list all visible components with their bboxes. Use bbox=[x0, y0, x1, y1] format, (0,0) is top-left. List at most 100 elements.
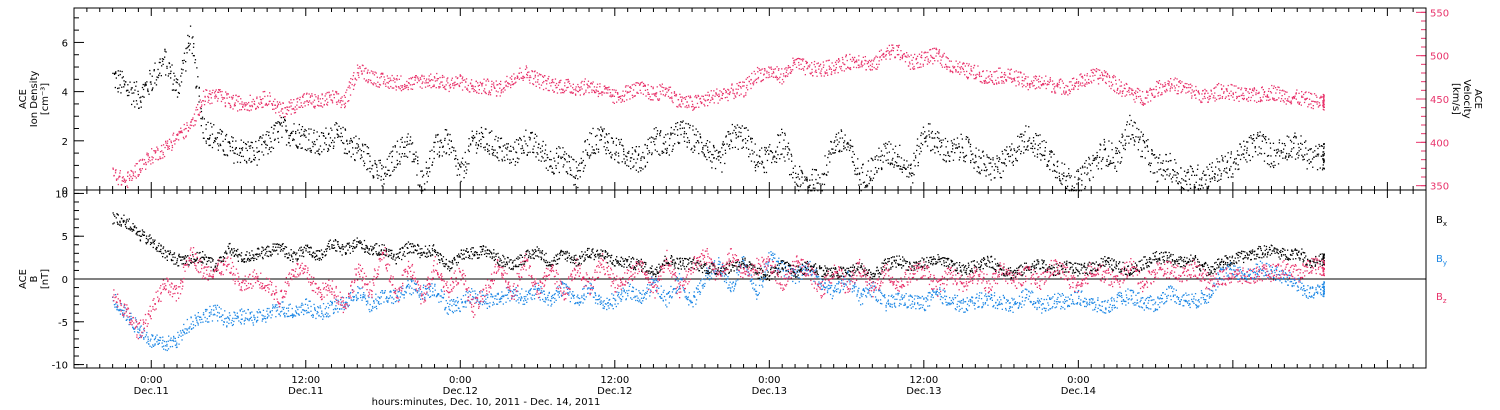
density-point bbox=[413, 161, 415, 163]
velocity-point bbox=[1230, 90, 1232, 92]
density-point bbox=[992, 157, 994, 159]
density-point bbox=[963, 156, 965, 158]
density-point bbox=[332, 147, 335, 149]
density-point bbox=[1054, 170, 1056, 172]
velocity-point bbox=[347, 100, 349, 103]
velocity-point bbox=[262, 98, 264, 100]
velocity-point bbox=[209, 90, 211, 92]
density-point bbox=[161, 65, 163, 67]
density-point bbox=[894, 145, 897, 147]
density-point bbox=[426, 173, 428, 175]
velocity-point bbox=[382, 73, 384, 75]
velocity-point bbox=[1266, 95, 1268, 97]
density-point bbox=[130, 87, 133, 89]
velocity-point bbox=[207, 95, 209, 98]
velocity-tick-label: 400 bbox=[1430, 138, 1449, 149]
density-point bbox=[665, 134, 667, 136]
velocity-point bbox=[408, 78, 410, 80]
density-point bbox=[902, 166, 904, 168]
velocity-point bbox=[612, 101, 614, 103]
density-point bbox=[1237, 168, 1239, 171]
velocity-point bbox=[935, 47, 937, 49]
velocity-point bbox=[290, 105, 292, 107]
velocity-point bbox=[945, 56, 947, 58]
density-point bbox=[805, 179, 808, 181]
density-point bbox=[275, 122, 277, 124]
velocity-point bbox=[976, 73, 978, 75]
velocity-point bbox=[692, 103, 694, 106]
velocity-point bbox=[1091, 82, 1093, 84]
velocity-point bbox=[1202, 89, 1204, 92]
density-point bbox=[223, 154, 226, 156]
density-point bbox=[995, 165, 997, 168]
density-point bbox=[366, 146, 368, 148]
density-point bbox=[512, 158, 514, 160]
density-point bbox=[158, 61, 160, 64]
velocity-point bbox=[699, 97, 702, 100]
density-point bbox=[801, 170, 803, 172]
density-point bbox=[290, 133, 292, 135]
velocity-point bbox=[570, 92, 572, 94]
density-point bbox=[713, 145, 715, 147]
density-point bbox=[222, 150, 225, 152]
velocity-point bbox=[596, 83, 599, 85]
velocity-point bbox=[531, 70, 533, 72]
velocity-point bbox=[299, 106, 301, 108]
density-point bbox=[389, 152, 391, 155]
velocity-point bbox=[266, 104, 268, 107]
density-point bbox=[217, 132, 219, 134]
velocity-point bbox=[596, 86, 598, 88]
velocity-point bbox=[485, 80, 487, 82]
velocity-point bbox=[375, 72, 377, 74]
velocity-point bbox=[1152, 88, 1155, 90]
velocity-point bbox=[690, 96, 692, 99]
density-point bbox=[933, 145, 936, 147]
density-point bbox=[1306, 153, 1308, 155]
velocity-point bbox=[932, 63, 934, 65]
velocity-point bbox=[1323, 97, 1325, 99]
density-point bbox=[379, 162, 381, 164]
density-point bbox=[860, 190, 862, 192]
velocity-point bbox=[337, 93, 340, 95]
density-point bbox=[1323, 146, 1325, 148]
density-point bbox=[325, 144, 327, 146]
velocity-point bbox=[1276, 89, 1278, 91]
velocity-point bbox=[1102, 74, 1104, 77]
density-point bbox=[458, 174, 461, 176]
velocity-point bbox=[1258, 92, 1260, 94]
density-point bbox=[702, 146, 704, 149]
density-point bbox=[142, 83, 144, 86]
density-point bbox=[1302, 159, 1304, 161]
density-point bbox=[354, 159, 356, 162]
density-point bbox=[1297, 157, 1299, 159]
density-point bbox=[1039, 147, 1041, 149]
density-point bbox=[1081, 165, 1084, 167]
velocity-point bbox=[707, 105, 709, 107]
velocity-point bbox=[146, 152, 148, 154]
velocity-point bbox=[667, 95, 670, 98]
density-point bbox=[135, 81, 138, 83]
density-point bbox=[205, 142, 207, 144]
density-point bbox=[124, 84, 126, 86]
density-point bbox=[1142, 139, 1144, 142]
density-point bbox=[403, 146, 405, 148]
velocity-point bbox=[480, 82, 482, 85]
density-point bbox=[926, 145, 929, 147]
velocity-point bbox=[666, 88, 668, 90]
velocity-point bbox=[1282, 89, 1284, 91]
velocity-point bbox=[671, 96, 673, 98]
density-point bbox=[170, 77, 172, 79]
velocity-point bbox=[651, 99, 653, 101]
velocity-point bbox=[1114, 76, 1116, 78]
density-point bbox=[962, 152, 964, 154]
density-point bbox=[794, 165, 796, 167]
density-point bbox=[523, 135, 525, 138]
density-point bbox=[1087, 172, 1089, 174]
velocity-point bbox=[200, 106, 203, 108]
velocity-point bbox=[331, 100, 334, 102]
velocity-point bbox=[1227, 84, 1229, 87]
density-point bbox=[393, 169, 395, 171]
velocity-point bbox=[215, 89, 217, 91]
velocity-point bbox=[207, 101, 209, 103]
density-point bbox=[579, 162, 581, 164]
